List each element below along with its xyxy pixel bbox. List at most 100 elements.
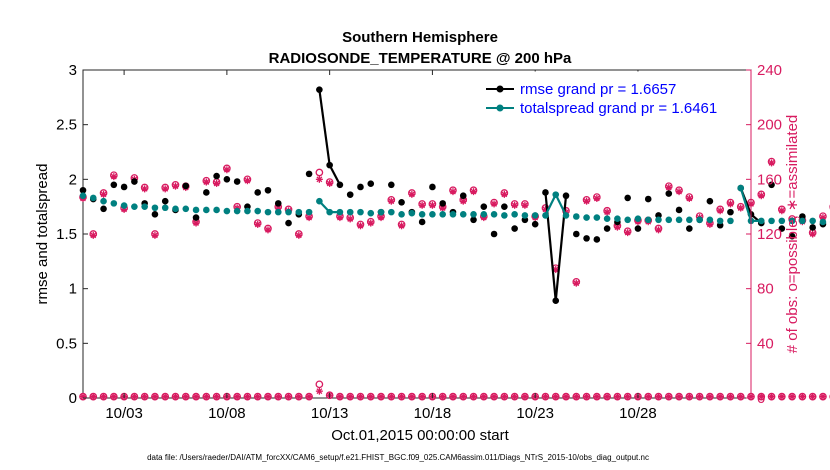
series-1-point bbox=[429, 211, 436, 218]
series-1-point bbox=[521, 212, 529, 219]
star-stroke bbox=[593, 393, 600, 400]
obs-assimilated-marker bbox=[644, 393, 652, 401]
star-stroke bbox=[624, 393, 631, 400]
obs-assimilated-marker bbox=[398, 222, 406, 230]
series-1-point bbox=[768, 217, 775, 225]
obs-assimilated-marker bbox=[89, 393, 97, 401]
obs-assimilated-marker bbox=[449, 188, 457, 196]
obs-assimilated-marker bbox=[757, 393, 765, 401]
series-1-point bbox=[788, 217, 796, 225]
series-1-point bbox=[233, 207, 241, 215]
series-1-point bbox=[192, 206, 200, 214]
obs-assimilated-marker bbox=[726, 200, 734, 208]
legend-spread-marker bbox=[496, 104, 504, 112]
x-tick-label: 10/08 bbox=[208, 405, 246, 422]
star-stroke bbox=[604, 393, 611, 400]
series-1-point bbox=[614, 215, 621, 222]
star-stroke bbox=[511, 393, 518, 400]
series-1-point bbox=[223, 207, 231, 215]
series-1-point bbox=[655, 216, 662, 224]
star-stroke bbox=[254, 221, 261, 228]
obs-assimilated-marker bbox=[665, 184, 673, 192]
series-0-point bbox=[542, 189, 549, 196]
star-stroke bbox=[203, 179, 210, 185]
series-1-point bbox=[274, 208, 282, 216]
star-stroke bbox=[172, 183, 179, 190]
series-0-point bbox=[357, 183, 364, 191]
obs-assimilated-marker bbox=[315, 175, 323, 183]
series-0-point bbox=[675, 206, 683, 214]
obs-assimilated-marker bbox=[202, 178, 210, 186]
star-stroke bbox=[275, 393, 282, 400]
series-0-point bbox=[192, 214, 200, 221]
obs-assimilated-marker bbox=[603, 393, 611, 401]
series-1-point bbox=[809, 217, 816, 225]
obs-assimilated-marker bbox=[151, 231, 159, 239]
star-stroke bbox=[758, 192, 765, 199]
y-axis-label-left: rmse and totalspread bbox=[34, 164, 51, 305]
obs-assimilated-marker bbox=[305, 393, 313, 401]
series-1-point bbox=[172, 205, 179, 213]
star-stroke bbox=[470, 188, 477, 195]
star-stroke bbox=[295, 232, 302, 239]
y-tick-label-right: 40 bbox=[757, 335, 774, 352]
star-stroke bbox=[295, 393, 302, 400]
obs-assimilated-marker bbox=[541, 393, 549, 401]
series-1-point bbox=[120, 202, 128, 209]
series-1-point bbox=[203, 206, 210, 214]
star-stroke bbox=[378, 214, 384, 221]
series-1-point bbox=[418, 211, 426, 218]
series-1-point bbox=[357, 208, 364, 216]
star-stroke bbox=[706, 393, 713, 400]
x-tick-label: 10/13 bbox=[311, 405, 349, 422]
obs-assimilated-marker bbox=[809, 393, 817, 401]
legend: rmse grand pr = 1.6657 totalspread grand… bbox=[481, 71, 749, 123]
series-1-point bbox=[572, 213, 580, 220]
star-stroke bbox=[809, 231, 816, 237]
obs-assimilated-marker bbox=[768, 159, 776, 167]
star-stroke bbox=[665, 184, 672, 191]
star-stroke bbox=[234, 393, 241, 400]
series-1-point bbox=[778, 217, 786, 225]
series-0-point bbox=[439, 200, 446, 207]
star-stroke bbox=[90, 393, 97, 400]
star-stroke bbox=[737, 393, 744, 400]
star-stroke bbox=[501, 191, 508, 198]
star-stroke bbox=[727, 393, 734, 400]
y-tick-label-right: 120 bbox=[757, 226, 782, 243]
obs-assimilated-marker bbox=[552, 393, 560, 401]
star-stroke bbox=[306, 393, 313, 400]
star-stroke bbox=[758, 393, 765, 400]
star-stroke bbox=[408, 393, 415, 400]
series-0-point bbox=[367, 180, 375, 188]
series-1-point bbox=[388, 208, 395, 216]
obs-assimilated-marker bbox=[490, 200, 498, 208]
series-0-point bbox=[459, 192, 467, 200]
star-stroke bbox=[439, 393, 446, 400]
obs-assimilated-marker bbox=[716, 393, 724, 401]
x-tick-label: 10/23 bbox=[516, 405, 554, 422]
star-stroke bbox=[152, 232, 158, 239]
star-stroke bbox=[316, 388, 323, 395]
star-stroke bbox=[460, 393, 467, 400]
obs-assimilated-marker bbox=[171, 182, 179, 190]
star-stroke bbox=[645, 393, 652, 400]
obs-assimilated-marker bbox=[295, 231, 303, 239]
star-stroke bbox=[676, 393, 682, 400]
star-stroke bbox=[265, 393, 271, 400]
star-stroke bbox=[244, 177, 251, 184]
y-axis-label-right: # of obs: o=possible; ∗=assimilated bbox=[784, 115, 801, 354]
star-stroke bbox=[265, 226, 271, 233]
obs-assimilated-marker bbox=[439, 393, 447, 401]
obs-assimilated-marker bbox=[521, 201, 529, 209]
series-0-segment bbox=[328, 164, 341, 186]
series-1-point bbox=[131, 203, 138, 210]
star-stroke bbox=[655, 393, 662, 400]
series-1-point bbox=[79, 192, 87, 200]
obs-assimilated-marker bbox=[675, 188, 683, 196]
obs-assimilated-marker bbox=[665, 393, 673, 401]
obs-assimilated-marker bbox=[470, 188, 478, 196]
star-stroke bbox=[316, 176, 323, 183]
series-1-point bbox=[727, 217, 734, 225]
